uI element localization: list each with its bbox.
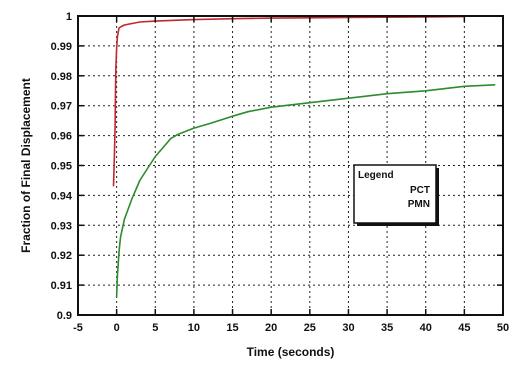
y-tick-label: 0.98 xyxy=(51,71,72,83)
x-tick-label: 5 xyxy=(152,322,158,334)
x-tick-label: 25 xyxy=(304,322,316,334)
y-tick-label: 0.91 xyxy=(51,280,72,292)
y-tick-label: 0.97 xyxy=(51,101,72,113)
legend-box xyxy=(353,164,437,224)
y-tick-label: 0.95 xyxy=(51,161,72,173)
x-tick-label: 10 xyxy=(188,322,200,334)
x-tick-label: 50 xyxy=(497,322,509,334)
x-tick-label: 15 xyxy=(226,322,238,334)
y-tick-label: 1 xyxy=(66,11,72,23)
y-tick-label: 0.93 xyxy=(51,220,72,232)
x-tick-label: 40 xyxy=(420,322,432,334)
y-tick-label: 0.9 xyxy=(57,310,72,322)
y-tick-label: 0.92 xyxy=(51,250,72,262)
series-line-pmn xyxy=(115,84,496,298)
y-tick-label: 0.94 xyxy=(51,190,73,202)
series-line-pct xyxy=(112,15,465,187)
x-tick-label: 20 xyxy=(265,322,277,334)
x-tick-label: 45 xyxy=(458,322,470,334)
legend-entry-pct: PCT xyxy=(410,185,430,196)
y-axis-label: Fraction of Final Displacement xyxy=(19,78,33,253)
legend-title: Legend xyxy=(358,170,394,181)
x-tick-label: 35 xyxy=(381,322,393,334)
grid xyxy=(78,16,503,315)
x-tick-label: 0 xyxy=(114,322,120,334)
y-tick-label: 0.96 xyxy=(51,131,72,143)
x-tick-label: -5 xyxy=(73,322,83,334)
x-tick-label: 30 xyxy=(342,322,354,334)
series-lines xyxy=(112,15,496,298)
x-axis-label: Time (seconds) xyxy=(247,345,335,359)
legend: Legend PCT PMN xyxy=(353,164,439,226)
legend-entry-pmn: PMN xyxy=(408,199,430,210)
axis-ticks: 0.9 0.91 0.92 0.93 0.94 0.95 0.96 0.97 0.98 0.99 1… xyxy=(51,11,510,334)
y-tick-label: 0.99 xyxy=(51,41,72,53)
legend-entries: PCT PMN xyxy=(408,185,430,210)
